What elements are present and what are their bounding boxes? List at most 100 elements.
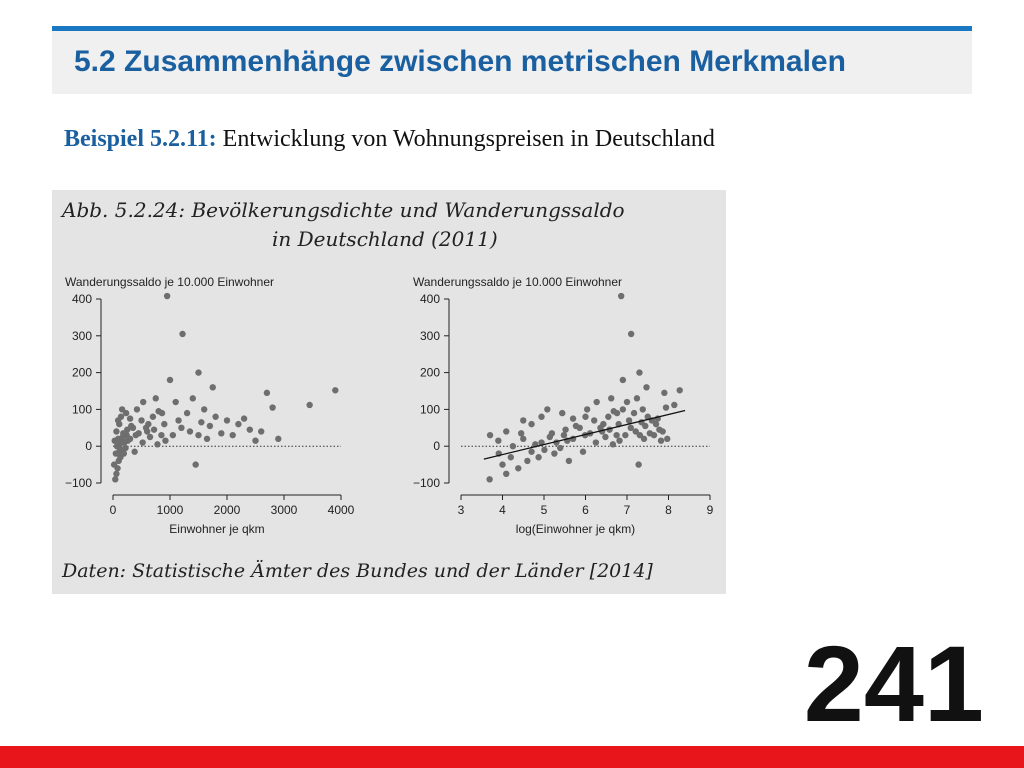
- data-point: [145, 420, 152, 428]
- x-axis-label: log(Einwohner je qkm): [516, 522, 635, 536]
- data-point: [212, 413, 219, 420]
- data-point: [662, 404, 670, 411]
- data-point: [128, 422, 135, 430]
- data-point: [186, 428, 194, 435]
- data-point: [152, 395, 159, 402]
- example-label: Beispiel 5.2.11:: [64, 126, 217, 152]
- data-point: [162, 437, 169, 444]
- data-point: [163, 292, 171, 300]
- data-point: [623, 398, 631, 406]
- data-point: [659, 428, 666, 435]
- data-point: [520, 435, 527, 443]
- data-point: [503, 428, 510, 435]
- data-point: [117, 439, 125, 446]
- data-point: [161, 420, 168, 428]
- y-tick-label: 100: [72, 402, 92, 416]
- data-point: [486, 431, 494, 439]
- data-point: [275, 435, 282, 443]
- figure-title-line1: Abb. 5.2.24: Bevölkerungsdichte und Wand…: [62, 198, 625, 222]
- data-point: [235, 420, 242, 428]
- data-point: [169, 431, 177, 439]
- data-point: [582, 413, 589, 420]
- y-tick-label: 200: [72, 366, 92, 380]
- y-tick-label: −100: [413, 476, 440, 490]
- x-tick-label: 7: [624, 503, 631, 517]
- x-tick-label: 6: [582, 503, 589, 517]
- data-point: [565, 457, 573, 465]
- data-point: [528, 420, 535, 428]
- data-point: [593, 398, 600, 406]
- data-point: [112, 476, 119, 483]
- data-point: [192, 461, 199, 468]
- data-point: [572, 422, 580, 430]
- data-point: [625, 417, 633, 424]
- figure-source: Daten: Statistische Ämter des Bundes und…: [62, 560, 653, 582]
- y-tick-label: −100: [65, 476, 92, 490]
- data-point: [206, 422, 214, 430]
- data-point: [123, 431, 130, 439]
- data-point: [158, 409, 166, 417]
- x-tick-label: 9: [707, 503, 714, 517]
- y-axis-label: Wanderungssaldo je 10.000 Einwohner: [413, 275, 622, 289]
- data-point: [538, 413, 545, 420]
- x-tick-label: 1000: [157, 503, 184, 517]
- regression-line: [483, 409, 686, 460]
- data-point: [664, 435, 671, 443]
- data-point: [172, 398, 179, 406]
- data-point: [203, 435, 211, 443]
- data-point: [150, 426, 158, 433]
- y-tick-label: 200: [420, 366, 440, 380]
- data-point: [609, 441, 617, 448]
- data-point: [139, 439, 146, 446]
- data-point: [201, 406, 208, 413]
- x-tick-label: 3000: [271, 503, 298, 517]
- data-point: [110, 461, 118, 468]
- data-point: [551, 450, 558, 457]
- data-point: [644, 413, 651, 420]
- x-tick-label: 8: [665, 503, 672, 517]
- data-point: [111, 437, 118, 444]
- data-point: [114, 417, 122, 424]
- data-point: [158, 431, 165, 439]
- data-point: [639, 406, 646, 413]
- data-point: [622, 431, 629, 439]
- example-text: Entwicklung von Wohnungspreisen in Deuts…: [222, 126, 715, 152]
- data-point: [583, 406, 591, 413]
- x-tick-label: 0: [110, 503, 117, 517]
- data-point: [209, 384, 216, 391]
- data-point: [179, 330, 186, 338]
- data-point: [600, 420, 607, 428]
- data-point: [627, 330, 635, 338]
- x-tick-label: 4000: [328, 503, 355, 517]
- data-point: [154, 441, 161, 448]
- data-point: [122, 444, 129, 452]
- figure-title-line2: in Deutschland (2011): [272, 227, 498, 251]
- figure-title: Abb. 5.2.24: Bevölkerungsdichte und Wand…: [62, 196, 716, 254]
- data-point: [507, 454, 514, 461]
- data-point: [189, 395, 196, 402]
- data-point: [131, 448, 138, 455]
- x-tick-label: 2000: [214, 503, 241, 517]
- slide-title: 5.2 Zusammenhänge zwischen metrischen Me…: [74, 45, 846, 78]
- data-point: [528, 448, 535, 455]
- data-point: [627, 424, 634, 431]
- data-point: [229, 431, 236, 439]
- data-point: [635, 461, 642, 468]
- data-point: [541, 446, 548, 454]
- data-point: [608, 395, 615, 402]
- data-point: [657, 437, 665, 444]
- data-point: [636, 369, 643, 376]
- data-point: [661, 389, 668, 397]
- data-point: [263, 389, 271, 397]
- data-point: [495, 437, 502, 444]
- data-point: [146, 433, 154, 441]
- data-point: [630, 409, 638, 417]
- figure-box: Abb. 5.2.24: Bevölkerungsdichte und Wand…: [52, 190, 726, 594]
- data-point: [535, 454, 542, 461]
- x-tick-label: 4: [499, 503, 506, 517]
- y-tick-label: 0: [433, 439, 440, 453]
- data-point: [175, 417, 182, 424]
- data-point: [579, 448, 587, 455]
- x-tick-label: 3: [458, 503, 465, 517]
